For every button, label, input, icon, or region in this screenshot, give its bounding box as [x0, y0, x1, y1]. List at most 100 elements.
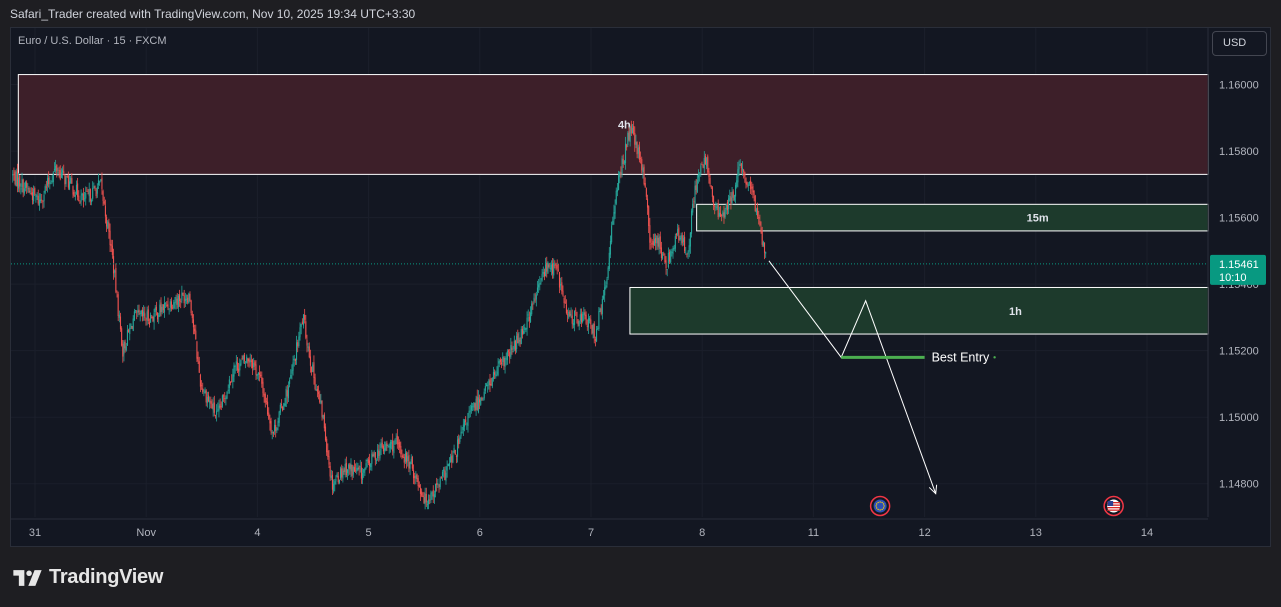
candle-body	[84, 198, 86, 200]
candle-body	[658, 237, 660, 248]
candle-body	[758, 216, 760, 219]
zone-label-4h: 4h	[618, 119, 631, 131]
candle-body	[491, 378, 493, 387]
candle-body	[322, 415, 324, 418]
candle-body	[253, 363, 255, 368]
tradingview-logo-icon	[13, 569, 42, 586]
candle-body	[163, 303, 166, 313]
candle-body	[545, 262, 547, 277]
candle-body	[641, 159, 643, 171]
candle-body	[629, 126, 631, 142]
candle-body	[107, 221, 109, 229]
candle-body	[304, 314, 306, 320]
candle-body	[507, 350, 510, 352]
candle-body	[483, 391, 485, 399]
candle-body	[262, 381, 264, 394]
candle-body	[412, 470, 415, 479]
candle-body	[395, 437, 397, 439]
candle-body	[567, 314, 569, 316]
candle-body	[473, 402, 475, 408]
candle-body	[605, 285, 607, 289]
us-stripe	[1107, 504, 1121, 506]
candle-body	[696, 179, 698, 192]
candle-body	[487, 384, 489, 387]
candle-body	[618, 175, 620, 190]
candle-body	[740, 163, 742, 169]
candle-body	[404, 453, 406, 462]
candle-body	[514, 340, 517, 351]
candle-body	[631, 127, 634, 134]
candle-body	[737, 169, 739, 183]
candle-body	[371, 453, 373, 464]
currency-button[interactable]: USD	[1212, 31, 1267, 56]
candle-body	[626, 144, 628, 148]
candle-body	[541, 273, 543, 281]
candle-body	[518, 338, 520, 344]
candle-body	[159, 304, 161, 316]
candle-body	[458, 438, 460, 445]
candle-body	[70, 177, 72, 184]
us-stripe	[1107, 507, 1121, 509]
candle-body	[114, 270, 116, 273]
candle-body	[167, 304, 169, 308]
candle-body	[475, 398, 477, 410]
candle-body	[368, 460, 371, 467]
y-tick-label: 1.15600	[1219, 213, 1259, 225]
candle-body	[660, 247, 662, 259]
candle-body	[301, 321, 303, 325]
candle-body	[677, 229, 679, 235]
candle-body	[725, 204, 727, 210]
candle-body	[703, 158, 705, 169]
candle-body	[43, 195, 45, 202]
candle-body	[90, 200, 93, 203]
candle-body	[550, 264, 552, 270]
candle-body	[19, 175, 21, 187]
candle-body	[280, 404, 283, 406]
candle-body	[666, 269, 668, 270]
candle-body	[445, 472, 447, 482]
candle-body	[437, 483, 439, 485]
candle-body	[213, 402, 215, 413]
candle-body	[526, 317, 528, 330]
candle-body	[438, 485, 440, 487]
candle-body	[364, 467, 366, 471]
candle-body	[489, 379, 491, 386]
candle-body	[523, 331, 525, 334]
candle-body	[263, 393, 265, 396]
candle-body	[646, 198, 649, 208]
candle-body	[687, 251, 689, 254]
candle-body	[41, 199, 43, 201]
candle-body	[214, 415, 217, 417]
candle-body	[352, 466, 354, 475]
candle-body	[223, 395, 225, 397]
attribution-text: Safari_Trader created with TradingView.c…	[10, 7, 416, 21]
candle-body	[109, 230, 111, 245]
candle-body	[93, 186, 95, 188]
candle-body	[459, 436, 461, 442]
candle-body	[498, 361, 500, 364]
candle-body	[205, 390, 207, 403]
brand-name: TradingView	[49, 566, 164, 588]
candle-body	[388, 445, 390, 448]
candle-body	[525, 328, 527, 330]
candle-body	[49, 182, 51, 184]
candle-body	[218, 405, 220, 412]
candle-body	[59, 170, 61, 180]
candle-body	[189, 293, 191, 301]
candle-body	[173, 302, 175, 309]
candle-body	[202, 388, 204, 392]
candle-body	[574, 310, 576, 325]
candle-body	[685, 251, 687, 253]
candle-body	[234, 366, 236, 367]
candle-body	[336, 473, 338, 477]
candle-body	[152, 316, 154, 321]
x-tick-label: 5	[366, 527, 372, 539]
candle-body	[642, 167, 644, 173]
candle-body	[482, 399, 484, 401]
candle-body	[242, 355, 244, 360]
candle-body	[257, 372, 259, 375]
candle-body	[678, 227, 680, 241]
candle-body	[340, 468, 342, 479]
candle-body	[461, 431, 463, 433]
